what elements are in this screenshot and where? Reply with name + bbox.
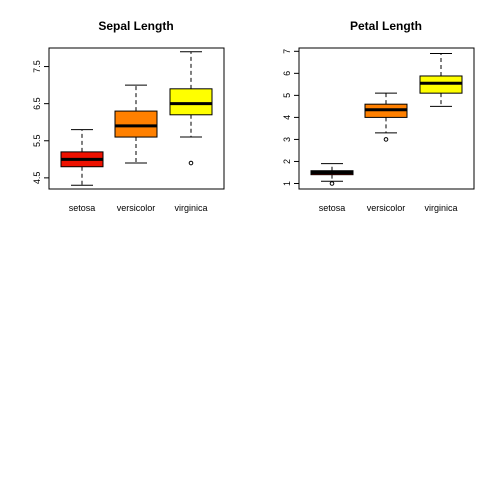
y-tick-label: 6.5	[32, 97, 42, 110]
x-category-label: virginica	[174, 203, 207, 213]
x-category-label: versicolor	[367, 203, 406, 213]
box-virginica	[169, 51, 213, 166]
outlier-point	[188, 160, 194, 166]
x-category-label: setosa	[69, 203, 96, 213]
panel-title-petal-length: Petal Length	[350, 19, 422, 33]
panel-title-sepal-length: Sepal Length	[98, 19, 173, 33]
panel-sepal-length: Sepal Length 4.5 5.5 6.5 7.5 setosa versicolo…	[32, 19, 225, 213]
box-versicolor	[364, 92, 408, 142]
iqr-box	[114, 110, 158, 138]
y-tick-label: 7	[282, 49, 292, 54]
plot-frame	[298, 47, 475, 190]
outlier-point	[329, 181, 335, 186]
y-tick-label: 2	[282, 159, 292, 164]
plot-frame	[48, 47, 225, 190]
box-virginica	[419, 53, 463, 107]
outlier-point	[383, 137, 389, 142]
panel-petal-length: Petal Length 1 2 3 4 5 6 7 setosa versicolor virg…	[282, 19, 475, 213]
y-tick-label: 5	[282, 93, 292, 98]
y-tick-label: 3	[282, 137, 292, 142]
y-tick-label: 1	[282, 181, 292, 186]
y-tick-label: 5.5	[32, 135, 42, 148]
x-category-label: setosa	[319, 203, 346, 213]
y-tick-label: 6	[282, 71, 292, 76]
box-setosa	[60, 129, 104, 186]
box-versicolor	[114, 84, 158, 164]
y-tick-label: 4	[282, 115, 292, 120]
box-setosa	[310, 163, 354, 186]
x-category-label: versicolor	[117, 203, 156, 213]
iqr-box	[169, 88, 213, 116]
y-tick-label: 7.5	[32, 60, 42, 73]
y-tick-label: 4.5	[32, 172, 42, 185]
x-category-label: virginica	[424, 203, 457, 213]
